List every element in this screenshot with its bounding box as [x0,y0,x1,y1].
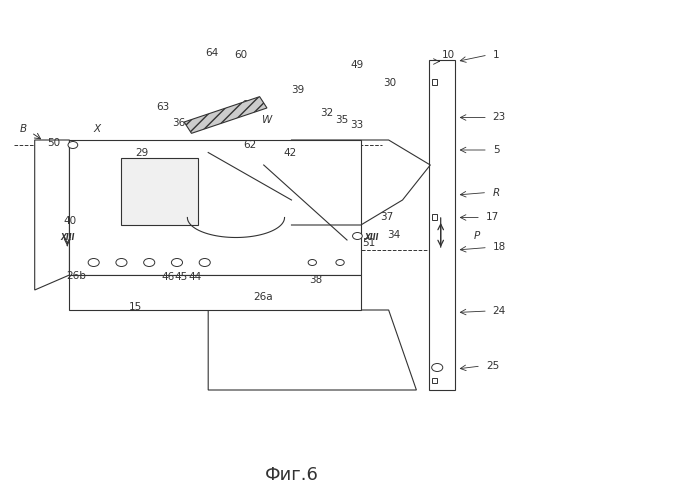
Text: 50: 50 [47,138,60,147]
Text: 37: 37 [380,212,393,222]
Text: P: P [473,231,480,241]
Circle shape [336,260,344,266]
Text: 24: 24 [493,306,506,316]
Text: 33: 33 [350,120,364,130]
Text: 18: 18 [493,242,506,252]
Polygon shape [208,310,416,390]
Bar [429,60,455,390]
Text: XIII: XIII [60,233,74,242]
Circle shape [116,258,127,266]
Text: B: B [19,124,26,134]
Text: 10: 10 [441,50,455,60]
Bar [69,275,361,310]
Circle shape [144,258,155,266]
Circle shape [68,142,78,148]
Bar [432,79,437,85]
Bar [432,378,437,382]
Text: 63: 63 [156,102,169,113]
Circle shape [88,258,99,266]
Text: 30: 30 [383,78,396,88]
Text: 15: 15 [128,302,142,312]
Text: 26a: 26a [253,292,273,302]
Text: 42: 42 [283,148,296,158]
Text: 26b: 26b [66,271,86,281]
Text: 36: 36 [172,118,185,128]
Text: 62: 62 [243,140,256,150]
Text: 5: 5 [493,145,500,155]
Text: 46: 46 [161,272,174,282]
Text: X: X [94,124,101,134]
Text: 32: 32 [321,108,334,118]
Text: 51: 51 [362,238,375,248]
Text: 44: 44 [189,272,202,282]
Text: 40: 40 [64,216,77,226]
Text: 25: 25 [486,361,499,371]
Polygon shape [35,140,69,290]
Text: 39: 39 [291,85,305,95]
Text: 45: 45 [175,272,188,282]
Text: 38: 38 [309,275,322,285]
Circle shape [353,232,362,239]
Text: 17: 17 [486,212,499,222]
Text: 61: 61 [242,100,255,110]
Circle shape [432,364,443,372]
Text: 23: 23 [493,112,506,122]
Bar [184,96,267,134]
Text: 34: 34 [387,230,400,240]
Text: 64: 64 [205,48,219,58]
Text: 1: 1 [493,50,500,60]
Text: 60: 60 [235,50,248,60]
Bar [121,158,198,225]
Bar [432,214,437,220]
Text: R: R [493,188,500,198]
Bar [69,140,361,275]
Text: XIII: XIII [365,233,379,242]
Circle shape [308,260,316,266]
Text: 29: 29 [135,148,149,158]
Text: W: W [262,115,273,125]
Text: 35: 35 [335,115,348,125]
Text: Фиг.6: Фиг.6 [264,466,319,484]
Circle shape [199,258,210,266]
Text: 49: 49 [350,60,364,70]
Circle shape [171,258,183,266]
